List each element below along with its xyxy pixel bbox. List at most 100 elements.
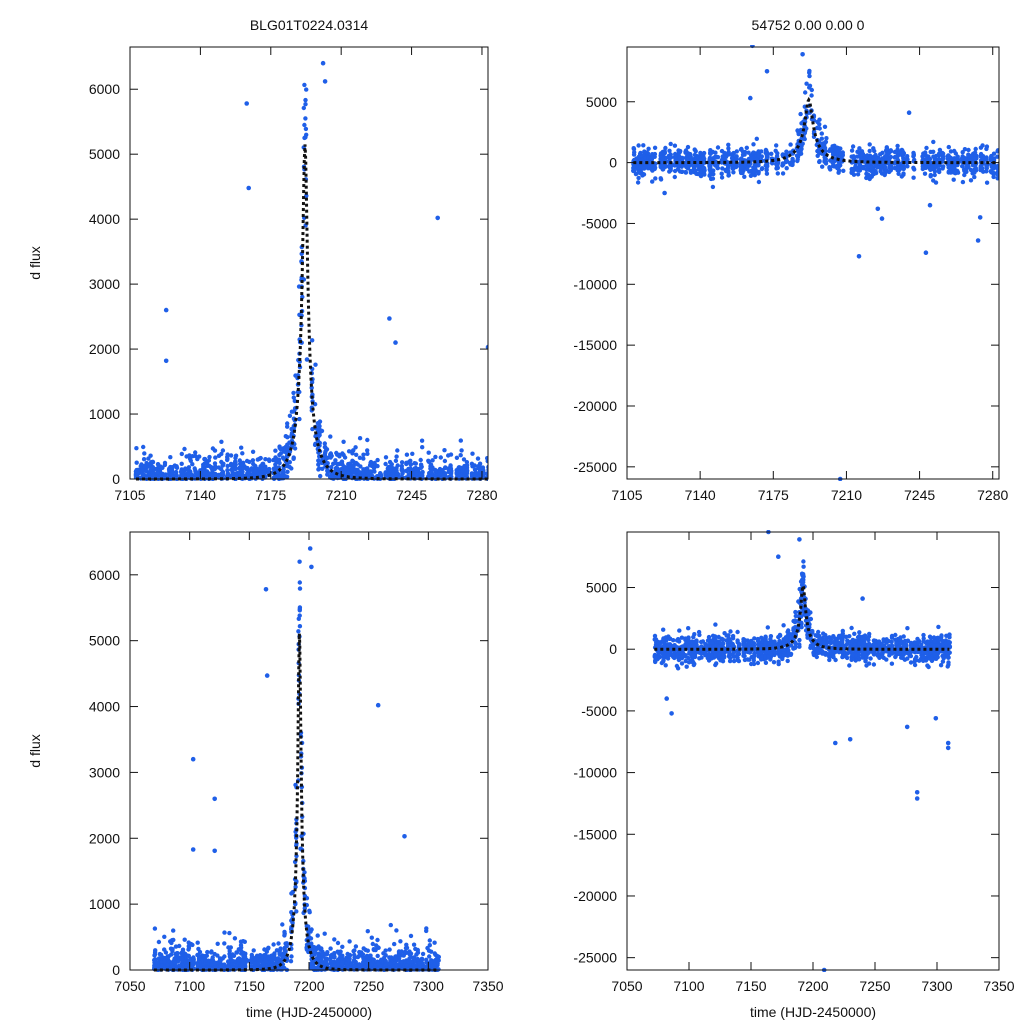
data-point	[436, 954, 441, 959]
data-point	[236, 957, 241, 962]
data-point-outlier	[304, 357, 310, 362]
data-point	[797, 637, 802, 643]
data-point	[304, 87, 309, 92]
y-tick-label: 6000	[89, 567, 120, 583]
data-point	[240, 466, 246, 471]
data-point	[350, 451, 355, 456]
data-point	[955, 170, 961, 175]
data-point	[883, 148, 889, 153]
data-point	[464, 463, 470, 468]
data-point	[292, 398, 297, 404]
data-point	[287, 413, 293, 418]
y-tick-label: 2000	[89, 830, 120, 846]
data-point	[668, 141, 673, 147]
data-point	[212, 461, 218, 466]
data-point	[186, 940, 191, 945]
data-point	[332, 937, 337, 942]
data-point	[209, 472, 214, 477]
data-point	[315, 421, 321, 426]
data-point	[930, 166, 935, 172]
data-point	[239, 462, 244, 468]
data-point	[631, 146, 636, 151]
data-point	[922, 171, 928, 176]
data-point	[649, 155, 655, 160]
data-point	[475, 456, 481, 461]
data-point	[285, 421, 290, 426]
data-point	[255, 961, 261, 967]
data-point	[220, 964, 225, 969]
data-point	[932, 155, 937, 160]
data-point	[364, 468, 369, 474]
data-point	[297, 312, 302, 317]
data-point	[241, 959, 246, 965]
data-point	[233, 453, 239, 458]
data-point	[340, 944, 345, 949]
data-point	[707, 173, 712, 178]
data-point	[316, 458, 321, 463]
panel-title-right: 54752 0.00 0.00 0	[752, 17, 865, 33]
data-point	[277, 460, 282, 466]
data-point	[924, 145, 929, 151]
data-point	[365, 448, 370, 453]
data-point	[962, 147, 968, 152]
data-point	[636, 175, 641, 181]
x-tick-label: 7245	[904, 487, 935, 503]
data-point	[978, 166, 983, 172]
data-point	[292, 446, 298, 451]
data-point	[285, 446, 290, 451]
data-point	[179, 956, 185, 961]
data-point	[735, 629, 740, 635]
x-tick-label: 7175	[758, 487, 789, 503]
x-tick-label: 7280	[977, 487, 1008, 503]
data-point	[296, 284, 302, 289]
data-point	[803, 90, 808, 95]
data-point	[667, 163, 672, 169]
data-point	[895, 143, 900, 149]
data-point	[895, 168, 900, 173]
data-point	[419, 438, 425, 443]
data-point	[708, 156, 713, 161]
panel-title-left: BLG01T0224.0314	[250, 17, 369, 33]
data-point-outlier	[662, 190, 667, 196]
data-point	[927, 156, 933, 162]
data-point	[297, 624, 303, 629]
x-tick-label: 7105	[611, 487, 642, 503]
data-point	[710, 176, 716, 181]
data-point	[174, 469, 179, 475]
data-point	[415, 956, 420, 962]
data-point	[426, 458, 431, 463]
data-point	[458, 473, 463, 478]
data-point	[155, 960, 160, 965]
data-point	[309, 941, 314, 946]
data-point	[685, 144, 691, 150]
data-point	[847, 663, 852, 668]
plot-frame	[626, 46, 1000, 480]
data-point	[650, 179, 655, 184]
data-point	[635, 180, 641, 185]
data-point	[249, 466, 255, 471]
data-point	[702, 172, 707, 177]
data-point	[302, 82, 307, 88]
data-point-outlier	[923, 250, 929, 255]
data-point	[273, 474, 278, 479]
data-point	[726, 149, 731, 155]
data-point	[407, 952, 412, 957]
y-tick-label: -25000	[573, 459, 617, 475]
data-point	[209, 962, 214, 967]
data-point	[446, 453, 451, 458]
data-point	[297, 580, 302, 585]
data-point	[245, 471, 250, 477]
data-point	[227, 948, 232, 954]
data-point	[182, 446, 187, 452]
data-point	[187, 453, 192, 458]
data-point	[139, 462, 144, 467]
data-point	[404, 963, 409, 968]
data-point-outlier	[977, 215, 983, 220]
data-point	[784, 166, 789, 171]
data-point	[313, 434, 318, 439]
data-point	[293, 884, 298, 890]
data-point	[144, 460, 149, 466]
data-point	[237, 458, 242, 463]
data-point	[191, 956, 196, 961]
